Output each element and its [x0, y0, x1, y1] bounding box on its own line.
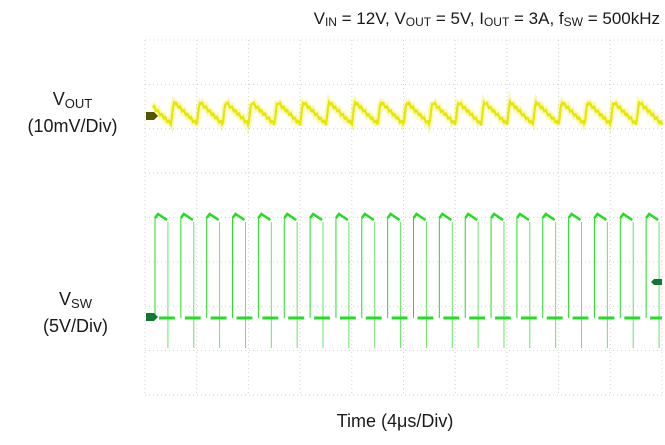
iout-symbol: I	[479, 9, 484, 28]
iout-subscript: OUT	[483, 15, 510, 29]
vsw-high-level	[619, 212, 633, 222]
vsw-label-subscript: SW	[71, 296, 92, 311]
vsw-high-level	[541, 212, 556, 222]
vsw-high-level	[360, 212, 375, 222]
vsw-high-level	[283, 212, 297, 222]
trigger-level-marker	[651, 279, 662, 285]
vin-value: = 12V,	[336, 9, 395, 28]
vin-subscript: IN	[324, 15, 337, 29]
vout-subscript: OUT	[405, 15, 432, 29]
vout-ripple-waveform	[152, 97, 664, 129]
vout-label-subscript: OUT	[64, 96, 93, 111]
vsw-scale-label: (5V/Div)	[42, 316, 108, 336]
vout-label-symbol: V	[52, 89, 65, 109]
test-conditions: VIN = 12V, VOUT = 5V, IOUT = 3A, fSW = 5…	[200, 9, 660, 29]
vsw-channel-label: VSW (5V/Div)	[18, 288, 133, 338]
vsw-high-level	[179, 212, 194, 222]
fsw-symbol: f	[558, 9, 564, 28]
vsw-high-level	[334, 212, 349, 222]
fsw-value: = 500kHz	[582, 9, 660, 28]
vsw-high-level	[593, 212, 608, 222]
vsw-label-symbol: V	[59, 289, 72, 309]
time-axis-label: Time (4μs/Div)	[336, 411, 454, 431]
fsw-subscript: SW	[563, 15, 583, 29]
vin-symbol: V	[313, 9, 325, 28]
vsw-high-level	[386, 212, 401, 222]
vsw-high-level	[231, 212, 246, 222]
vout-ground-marker	[146, 112, 158, 120]
vsw-high-level	[309, 212, 323, 222]
vsw-high-level	[645, 212, 659, 222]
vout-channel-label: VOUT (10mV/Div)	[0, 88, 145, 138]
vout-value: = 5V,	[431, 9, 480, 28]
vsw-high-level	[490, 212, 504, 222]
vsw-trace	[146, 212, 662, 348]
vout-ripple-envelope	[150, 90, 665, 136]
vout-trace	[146, 90, 665, 136]
plot-grid	[144, 39, 663, 396]
vsw-high-level	[438, 212, 453, 222]
vout-scale-label: (10mV/Div)	[27, 116, 118, 136]
vsw-high-level	[205, 212, 220, 222]
vsw-high-level	[567, 212, 582, 222]
vsw-high-level	[154, 212, 168, 222]
iout-value: = 3A,	[509, 9, 559, 28]
vsw-high-level	[257, 212, 272, 222]
vsw-high-level	[464, 212, 478, 222]
vsw-high-level	[412, 212, 427, 222]
vout-symbol: V	[394, 9, 406, 28]
vsw-high-level	[515, 212, 530, 222]
vsw-ground-marker	[146, 313, 158, 321]
